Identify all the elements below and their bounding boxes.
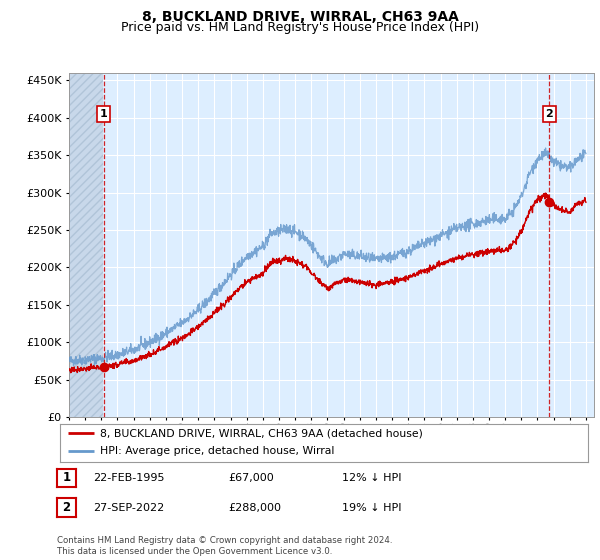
Text: 12% ↓ HPI: 12% ↓ HPI	[342, 473, 401, 483]
Text: HPI: Average price, detached house, Wirral: HPI: Average price, detached house, Wirr…	[100, 446, 334, 456]
Text: 8, BUCKLAND DRIVE, WIRRAL, CH63 9AA (detached house): 8, BUCKLAND DRIVE, WIRRAL, CH63 9AA (det…	[100, 428, 422, 438]
Text: Price paid vs. HM Land Registry's House Price Index (HPI): Price paid vs. HM Land Registry's House …	[121, 21, 479, 34]
Text: £288,000: £288,000	[228, 503, 281, 513]
Text: 22-FEB-1995: 22-FEB-1995	[93, 473, 164, 483]
Text: 8, BUCKLAND DRIVE, WIRRAL, CH63 9AA: 8, BUCKLAND DRIVE, WIRRAL, CH63 9AA	[142, 10, 458, 24]
Text: 27-SEP-2022: 27-SEP-2022	[93, 503, 164, 513]
Text: 1: 1	[62, 472, 71, 484]
Text: 19% ↓ HPI: 19% ↓ HPI	[342, 503, 401, 513]
Text: 2: 2	[545, 109, 553, 119]
Text: 1: 1	[100, 109, 107, 119]
Text: Contains HM Land Registry data © Crown copyright and database right 2024.
This d: Contains HM Land Registry data © Crown c…	[57, 536, 392, 556]
Text: 2: 2	[62, 501, 71, 514]
Text: £67,000: £67,000	[228, 473, 274, 483]
